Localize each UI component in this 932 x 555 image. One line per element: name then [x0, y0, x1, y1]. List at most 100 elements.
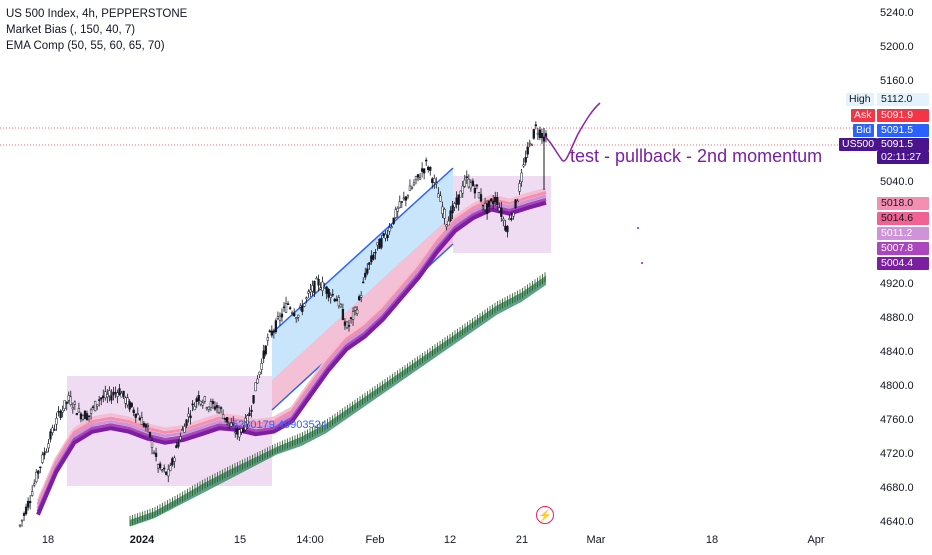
candle-body: [132, 409, 135, 414]
candle-body: [422, 168, 426, 174]
candle-body: [179, 436, 182, 441]
candle-body: [355, 309, 359, 314]
indicator-ema-comp[interactable]: EMA Comp (50, 55, 60, 65, 70): [6, 40, 165, 52]
candle-body: [349, 317, 353, 320]
annotation-text[interactable]: test - pullback - 2nd momentum: [570, 146, 823, 166]
candle-body: [181, 429, 184, 431]
time-tick-label: 21: [515, 534, 529, 546]
candle-body: [295, 317, 298, 320]
candle-body: [376, 242, 379, 246]
candle-body: [140, 417, 144, 425]
symbol-value: 5091.5: [877, 138, 929, 151]
candle-body: [69, 396, 72, 405]
candle-body: [317, 279, 320, 286]
candle-body: [195, 398, 198, 402]
ema-value-tag: 5014.6: [877, 212, 929, 225]
candle-body: [156, 464, 160, 469]
candle-body: [85, 413, 89, 421]
candle-body: [116, 392, 119, 397]
candle-body: [219, 407, 223, 409]
candle-body: [335, 299, 338, 302]
candle-body: [455, 197, 458, 205]
ask-value: 5091.9: [877, 109, 929, 122]
candle-body: [18, 524, 22, 527]
candle-body: [522, 164, 525, 167]
candle-body: [61, 410, 64, 413]
candle-body: [502, 218, 505, 221]
candle-body: [483, 203, 487, 210]
candle-body: [364, 272, 367, 278]
candle-body: [372, 254, 375, 260]
ema-value-tag: 5004.4: [877, 257, 929, 270]
price-tick-label: 4840.0: [880, 345, 914, 358]
candle-body: [441, 206, 444, 214]
price-axis[interactable]: 5240.0 5200.0 5160.0 5040.0 4920.0 4880.0 4840…: [876, 0, 932, 530]
candle-body: [217, 407, 221, 413]
candle-body: [221, 414, 225, 419]
tradingview-logo-icon[interactable]: ⚡: [536, 506, 554, 524]
candle-body: [63, 400, 66, 409]
candle-body: [215, 405, 219, 408]
candle-body: [451, 205, 454, 214]
candle-body: [431, 178, 434, 183]
indicator-market-bias[interactable]: Market Bias (, 150, 40, 7): [6, 24, 136, 36]
candle-body: [89, 409, 93, 414]
candle-body: [246, 415, 249, 425]
candle-body: [39, 466, 42, 469]
candle-body: [106, 394, 109, 398]
candle-body: [124, 397, 127, 404]
symbol-title[interactable]: US 500 Index, 4h, PEPPERSTONE: [6, 8, 188, 20]
price-tick-label: 4720.0: [880, 447, 914, 460]
candle-body: [524, 157, 527, 163]
candle-body: [508, 218, 511, 221]
candle-body: [65, 401, 68, 404]
candle-body: [471, 180, 475, 187]
ema-value-tag: 5011.2: [877, 227, 929, 240]
candle-body: [242, 428, 245, 433]
candle-body: [112, 391, 115, 396]
candle-body: [29, 501, 32, 504]
candle-body: [323, 287, 326, 289]
candle-body: [264, 345, 267, 355]
candle-body: [199, 401, 202, 405]
candle-body: [205, 407, 208, 409]
candle-body: [207, 406, 211, 410]
candle-body: [26, 500, 30, 508]
candle-body: [37, 470, 40, 474]
candle-body: [477, 192, 481, 199]
price-tick-label: 4800.0: [880, 379, 914, 392]
candle-body: [51, 427, 54, 433]
candle-body: [475, 184, 479, 187]
candle-body: [309, 289, 312, 293]
candle-body: [396, 208, 399, 212]
candle-body: [187, 413, 190, 417]
candle-body: [209, 401, 213, 408]
candle-body: [73, 401, 76, 405]
time-tick-label: 12: [443, 534, 457, 546]
candle-body: [374, 251, 377, 254]
candle-body: [449, 210, 452, 221]
candle-body: [382, 233, 385, 236]
candle-body: [108, 390, 111, 397]
candle-body: [254, 382, 257, 392]
candle-body: [93, 401, 97, 412]
candle-body: [510, 218, 513, 220]
high-label: High: [846, 93, 874, 106]
chart-legend: US 500 Index, 4h, PEPPERSTONE Market Bia…: [6, 6, 187, 54]
candle-body: [408, 185, 412, 191]
time-axis[interactable]: 18 2024 15 14:00 Feb 12 21 Mar 18 Apr: [0, 530, 876, 550]
candle-body: [189, 415, 192, 419]
price-tick-label: 4760.0: [880, 413, 914, 426]
candle-body: [167, 469, 170, 477]
candle-body: [463, 179, 466, 187]
candle-body: [274, 320, 278, 333]
candle-body: [226, 417, 229, 423]
candle-body: [435, 182, 438, 185]
candle-body: [315, 277, 318, 280]
candle-body: [516, 200, 519, 203]
candle-body: [297, 314, 300, 318]
candle-body: [169, 465, 172, 471]
candle-body: [532, 129, 535, 139]
